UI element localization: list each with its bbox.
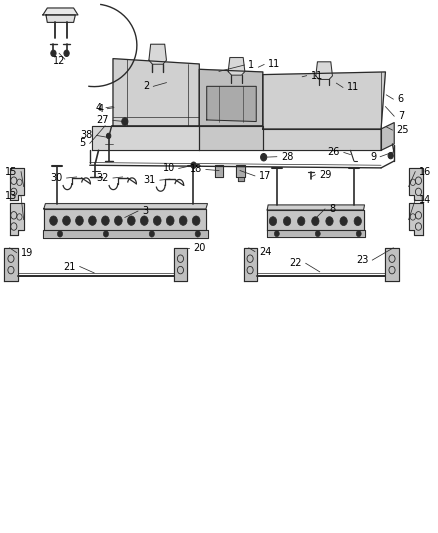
Polygon shape xyxy=(267,230,365,237)
Circle shape xyxy=(122,118,128,125)
Circle shape xyxy=(315,231,320,237)
Text: 24: 24 xyxy=(259,247,271,256)
Circle shape xyxy=(283,217,291,225)
Circle shape xyxy=(166,216,174,225)
Text: 4: 4 xyxy=(97,104,103,114)
Circle shape xyxy=(103,231,109,237)
Polygon shape xyxy=(44,209,206,230)
Polygon shape xyxy=(236,165,245,177)
Polygon shape xyxy=(207,86,256,122)
Circle shape xyxy=(106,133,111,139)
Circle shape xyxy=(51,50,56,56)
Polygon shape xyxy=(385,248,399,281)
Text: 25: 25 xyxy=(396,125,409,135)
Text: 9: 9 xyxy=(370,152,376,161)
Polygon shape xyxy=(199,69,263,126)
Polygon shape xyxy=(149,44,166,64)
Circle shape xyxy=(356,231,361,237)
Polygon shape xyxy=(267,205,364,210)
Polygon shape xyxy=(44,204,208,209)
Circle shape xyxy=(195,231,200,237)
Polygon shape xyxy=(46,15,75,22)
Polygon shape xyxy=(113,59,199,126)
Polygon shape xyxy=(409,203,423,235)
Polygon shape xyxy=(4,248,18,281)
Text: 15: 15 xyxy=(5,167,17,176)
Text: 8: 8 xyxy=(329,204,335,214)
Text: 10: 10 xyxy=(162,164,175,173)
Circle shape xyxy=(153,216,161,225)
Text: 23: 23 xyxy=(356,255,368,265)
Circle shape xyxy=(114,216,122,225)
Circle shape xyxy=(149,231,155,237)
Text: 4: 4 xyxy=(95,103,102,112)
Text: 20: 20 xyxy=(193,243,205,253)
Text: 18: 18 xyxy=(190,165,202,174)
Polygon shape xyxy=(43,8,78,15)
Text: 7: 7 xyxy=(398,111,404,121)
Circle shape xyxy=(297,217,305,225)
Circle shape xyxy=(261,154,267,161)
Text: 11: 11 xyxy=(268,60,280,69)
Polygon shape xyxy=(316,62,332,79)
Text: 11: 11 xyxy=(311,71,323,80)
Circle shape xyxy=(88,216,96,225)
Circle shape xyxy=(127,216,135,225)
Text: 26: 26 xyxy=(328,148,340,157)
Circle shape xyxy=(102,216,109,225)
Circle shape xyxy=(191,162,196,168)
Circle shape xyxy=(179,216,187,225)
Text: 11: 11 xyxy=(347,83,359,92)
Polygon shape xyxy=(238,177,244,181)
Text: 21: 21 xyxy=(64,262,76,271)
Text: 1: 1 xyxy=(248,60,254,70)
Circle shape xyxy=(388,152,393,159)
Text: 17: 17 xyxy=(259,171,271,181)
Circle shape xyxy=(340,217,347,225)
Circle shape xyxy=(354,217,361,225)
Polygon shape xyxy=(43,230,208,238)
Polygon shape xyxy=(263,72,385,129)
Polygon shape xyxy=(10,203,24,235)
Circle shape xyxy=(63,216,71,225)
Text: 30: 30 xyxy=(50,173,63,183)
Polygon shape xyxy=(215,165,223,177)
Polygon shape xyxy=(199,126,263,150)
Circle shape xyxy=(57,231,63,237)
Text: 12: 12 xyxy=(53,56,65,66)
Text: 38: 38 xyxy=(80,131,92,140)
Text: 32: 32 xyxy=(97,173,109,183)
Circle shape xyxy=(274,231,279,237)
Text: 3: 3 xyxy=(142,206,148,216)
Circle shape xyxy=(64,50,69,56)
Polygon shape xyxy=(244,248,257,281)
Polygon shape xyxy=(263,129,381,150)
Text: 16: 16 xyxy=(419,167,431,176)
Polygon shape xyxy=(228,58,245,75)
Polygon shape xyxy=(10,168,24,200)
Polygon shape xyxy=(409,168,423,200)
Circle shape xyxy=(49,216,57,225)
Circle shape xyxy=(269,217,277,225)
Text: 28: 28 xyxy=(281,152,293,161)
Polygon shape xyxy=(381,123,394,150)
Circle shape xyxy=(76,216,83,225)
Text: 19: 19 xyxy=(21,248,33,257)
Text: 29: 29 xyxy=(319,170,332,180)
Text: 22: 22 xyxy=(289,259,302,268)
Text: 14: 14 xyxy=(419,195,431,205)
Text: 31: 31 xyxy=(144,175,156,185)
Polygon shape xyxy=(92,126,199,150)
Text: 27: 27 xyxy=(96,116,109,125)
Circle shape xyxy=(326,217,333,225)
Text: 2: 2 xyxy=(143,82,149,91)
Text: 13: 13 xyxy=(5,191,17,201)
Circle shape xyxy=(192,216,200,225)
Polygon shape xyxy=(174,248,187,281)
Text: 6: 6 xyxy=(397,94,403,104)
Text: 5: 5 xyxy=(80,139,86,148)
Polygon shape xyxy=(267,210,364,230)
Circle shape xyxy=(141,216,148,225)
Circle shape xyxy=(312,217,319,225)
